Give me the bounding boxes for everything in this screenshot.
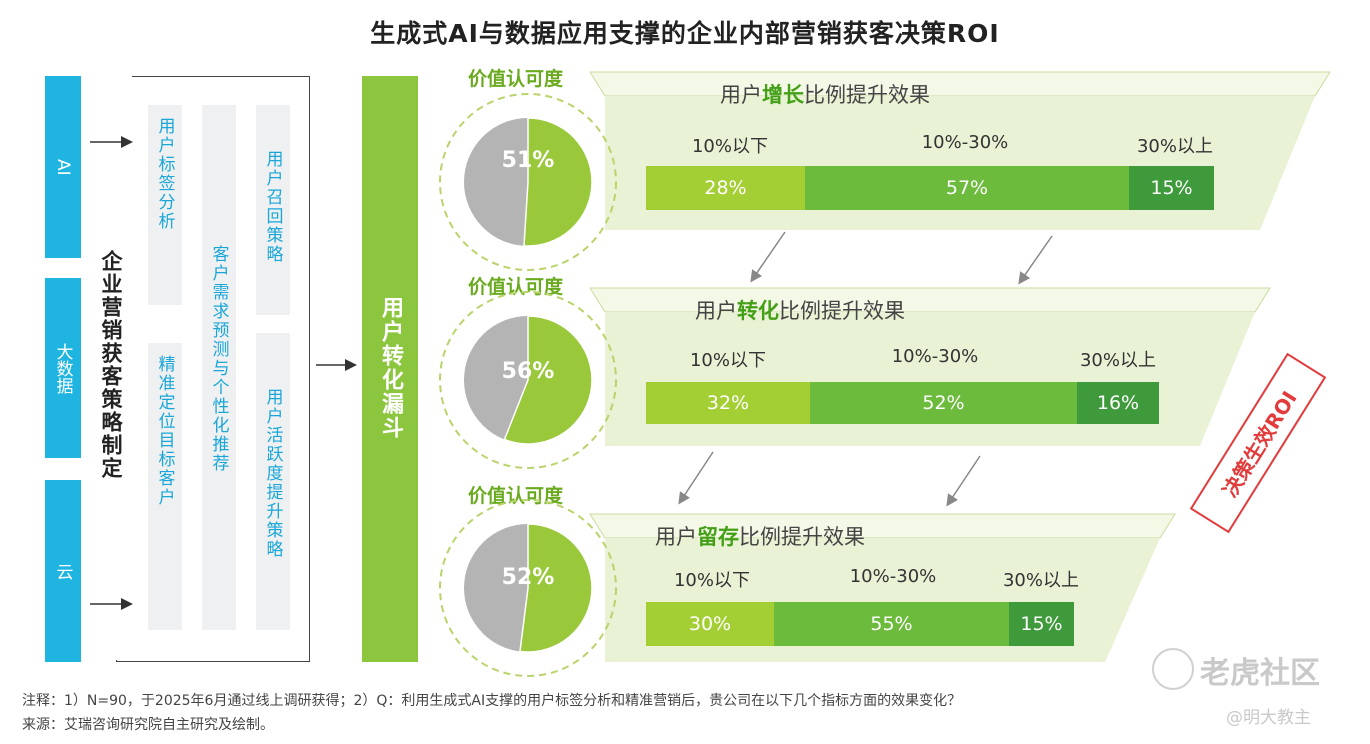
pie-ring-2 <box>439 499 617 677</box>
pie-slice-recognition-0 <box>523 117 593 247</box>
strategy-activity-label: 用户活跃度提升策略 <box>262 388 283 559</box>
pie-1 <box>439 291 617 469</box>
arrow-down-2b <box>946 455 981 507</box>
band-title-1-post: 比例提升效果 <box>779 299 905 323</box>
strategy-demand-prediction-label: 客户需求预测与个性化推荐 <box>208 245 229 473</box>
strategy-recall: 用户召回策略 <box>256 105 290 315</box>
band-title-2-pre: 用户 <box>655 525 697 549</box>
input-cloud: 云 <box>45 480 81 662</box>
strategy-tag-analysis: 用户标签分析 <box>148 105 182 305</box>
bar-segment-0-2: 15% <box>1129 166 1214 210</box>
input-bigdata-label: 大数据 <box>52 342 73 394</box>
input-bigdata: 大数据 <box>45 278 81 458</box>
category-label-0-0: 10%以下 <box>691 136 768 157</box>
pie-label-2: 52% <box>501 565 555 590</box>
bar-segment-2-0: 30% <box>646 602 774 646</box>
pie-slice-recognition-2 <box>519 523 593 653</box>
strategy-demand-prediction: 客户需求预测与个性化推荐 <box>202 105 236 630</box>
stacked-bar-0: 28% 57% 15% <box>646 166 1214 210</box>
stacked-bar-1: 32% 52% 16% <box>646 382 1159 424</box>
category-label-0-2: 30%以上 <box>1136 136 1213 157</box>
funnel-label: 用户转化漏斗 <box>378 296 403 440</box>
band-title-2-post: 比例提升效果 <box>739 525 865 549</box>
category-label-1-0: 10%以下 <box>689 350 766 371</box>
watermark-brand: 老虎社区 <box>1200 656 1320 691</box>
strategy-label-bg <box>102 76 132 660</box>
band-title-0-pre: 用户 <box>720 83 762 107</box>
pie-ring-0 <box>439 93 617 271</box>
conversion-funnel: 用户转化漏斗 <box>362 76 418 662</box>
band-title-0-bold: 增长 <box>762 83 804 107</box>
band-title-0-post: 比例提升效果 <box>804 83 930 107</box>
strategy-activity: 用户活跃度提升策略 <box>256 333 290 630</box>
bar-segment-0-0: 28% <box>646 166 805 210</box>
watermark-logo-icon <box>1152 648 1194 690</box>
bar-segment-2-2: 15% <box>1009 602 1074 646</box>
pie-label-0: 51% <box>501 148 555 173</box>
category-label-2-0: 10%以下 <box>673 570 750 591</box>
input-cloud-label: 云 <box>52 562 73 580</box>
category-label-0-1: 10%-30% <box>921 132 1009 153</box>
page-title: 生成式AI与数据应用支撑的企业内部营销获客决策ROI <box>370 19 1000 48</box>
strategy-tag-analysis-label: 用户标签分析 <box>154 117 175 231</box>
pie-2 <box>439 499 617 677</box>
category-label-2-1: 10%-30% <box>849 566 937 587</box>
value-label-0: 价值认可度 <box>468 68 564 90</box>
strategy-precise-targeting: 精准定位目标客户 <box>148 343 182 630</box>
bar-segment-2-1: 55% <box>774 602 1009 646</box>
category-label-2-2: 30%以上 <box>1002 570 1079 591</box>
band-title-2: 用户留存比例提升效果 <box>600 521 920 551</box>
watermark-handle: @明大教主 <box>1226 708 1311 728</box>
bar-segment-1-1: 52% <box>810 382 1077 424</box>
input-ai: AI <box>45 76 81 258</box>
pie-ring-1 <box>439 291 617 469</box>
category-label-1-2: 30%以上 <box>1079 350 1156 371</box>
strategy-precise-targeting-label: 精准定位目标客户 <box>154 355 175 507</box>
category-label-1-1: 10%-30% <box>891 346 979 367</box>
stacked-bar-2: 30% 55% 15% <box>646 602 1074 646</box>
bar-segment-0-1: 57% <box>805 166 1129 210</box>
strategy-recall-label: 用户召回策略 <box>262 150 283 264</box>
note-line-1: 注释：1）N=90，于2025年6月通过线上调研获得；2）Q：利用生成式AI支撑… <box>22 693 962 709</box>
note-line-2: 来源：艾瑞咨询研究院自主研究及绘制。 <box>22 717 274 733</box>
pie-label-1: 56% <box>501 359 555 384</box>
pie-0 <box>439 93 617 271</box>
band-title-0: 用户增长比例提升效果 <box>600 79 1050 109</box>
band-title-1-pre: 用户 <box>695 299 737 323</box>
pie-slice-recognition-1 <box>503 315 593 445</box>
band-title-1: 用户转化比例提升效果 <box>600 295 1000 325</box>
bar-segment-1-2: 16% <box>1077 382 1159 424</box>
input-ai-label: AI <box>53 158 73 176</box>
arrow-down-1b <box>1018 235 1053 285</box>
band-title-1-bold: 转化 <box>737 299 779 323</box>
band-title-2-bold: 留存 <box>697 525 739 549</box>
strategy-label: 企业营销获客策略制定 <box>99 250 123 480</box>
bar-segment-1-0: 32% <box>646 382 810 424</box>
arrow-down-1a <box>750 231 786 283</box>
arrow-down-2a <box>678 451 714 505</box>
